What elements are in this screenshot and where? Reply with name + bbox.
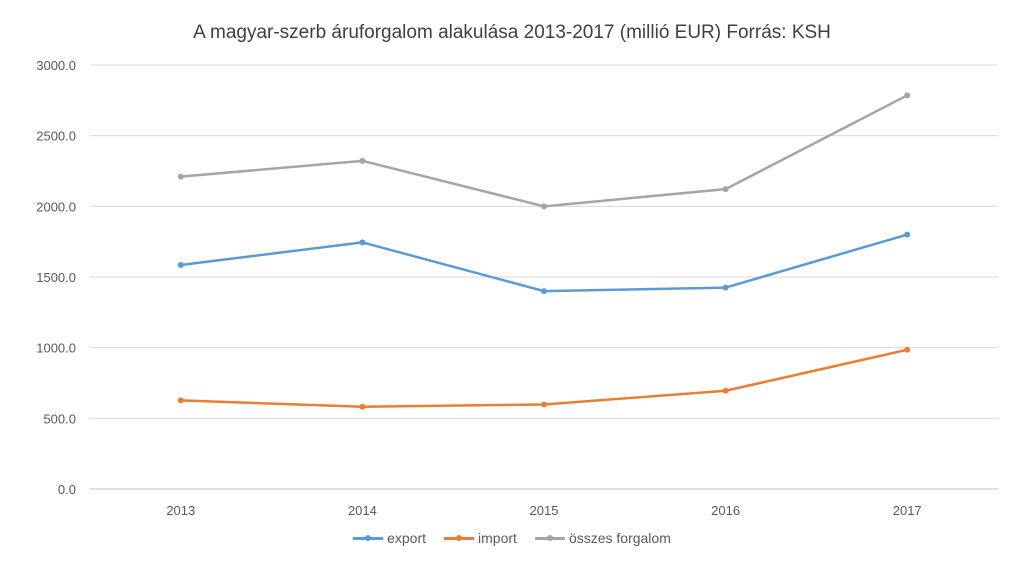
x-tick-label: 2013 bbox=[166, 503, 195, 518]
series-export bbox=[177, 231, 911, 295]
y-axis-tick-labels: 0.0 500.0 1000.0 1500.0 2000.0 2500.0 3000.0 bbox=[36, 58, 76, 497]
data-point-import bbox=[359, 403, 366, 410]
series-lines bbox=[177, 92, 911, 410]
y-tick-label: 2000.0 bbox=[36, 199, 76, 214]
series-line-osszes-forgalom bbox=[180, 94, 908, 208]
x-tick-label: 2016 bbox=[711, 503, 740, 518]
data-point-export bbox=[359, 239, 366, 246]
series-import bbox=[177, 346, 911, 410]
legend-swatch bbox=[534, 533, 565, 543]
x-axis-tick-labels: 2013 2014 2015 2016 2017 bbox=[166, 503, 921, 518]
data-point-export bbox=[541, 288, 547, 295]
data-point-osszes-forgalom bbox=[904, 92, 911, 99]
data-point-osszes-forgalom bbox=[541, 203, 547, 210]
data-point-osszes-forgalom bbox=[722, 186, 729, 193]
data-point-import bbox=[722, 387, 729, 394]
data-point-import bbox=[904, 346, 911, 353]
y-tick-label: 1500.0 bbox=[36, 270, 76, 285]
legend-label: összes forgalom bbox=[568, 530, 671, 546]
x-tick-label: 2014 bbox=[348, 503, 377, 518]
x-tick-label: 2017 bbox=[893, 503, 922, 518]
legend-item: összes forgalom bbox=[534, 530, 671, 546]
y-tick-label: 0.0 bbox=[58, 482, 76, 497]
y-tick-label: 1000.0 bbox=[36, 341, 76, 356]
data-point-osszes-forgalom bbox=[177, 173, 184, 180]
chart-title: A magyar-szerb áruforgalom alakulása 201… bbox=[193, 22, 831, 43]
gridlines bbox=[90, 64, 998, 490]
data-point-import bbox=[177, 397, 184, 404]
legend-item: import bbox=[444, 530, 517, 546]
legend-swatch bbox=[444, 533, 475, 543]
x-tick-label: 2015 bbox=[530, 503, 559, 518]
legend-label: export bbox=[387, 530, 427, 546]
legend-label: import bbox=[478, 530, 517, 546]
y-tick-label: 2500.0 bbox=[36, 129, 76, 144]
legend: export import összes forgalom bbox=[0, 530, 1024, 546]
series-line-export bbox=[180, 233, 908, 293]
data-point-export bbox=[177, 261, 184, 268]
data-point-osszes-forgalom bbox=[359, 157, 366, 164]
y-tick-label: 500.0 bbox=[43, 411, 76, 426]
data-point-export bbox=[904, 231, 911, 238]
data-point-import bbox=[541, 401, 547, 408]
data-point-export bbox=[722, 284, 729, 291]
legend-item: export bbox=[353, 530, 426, 546]
series-osszes-forgalom bbox=[177, 92, 911, 210]
legend-swatch bbox=[353, 533, 384, 543]
y-tick-label: 3000.0 bbox=[36, 58, 76, 73]
series-line-import bbox=[180, 348, 908, 408]
